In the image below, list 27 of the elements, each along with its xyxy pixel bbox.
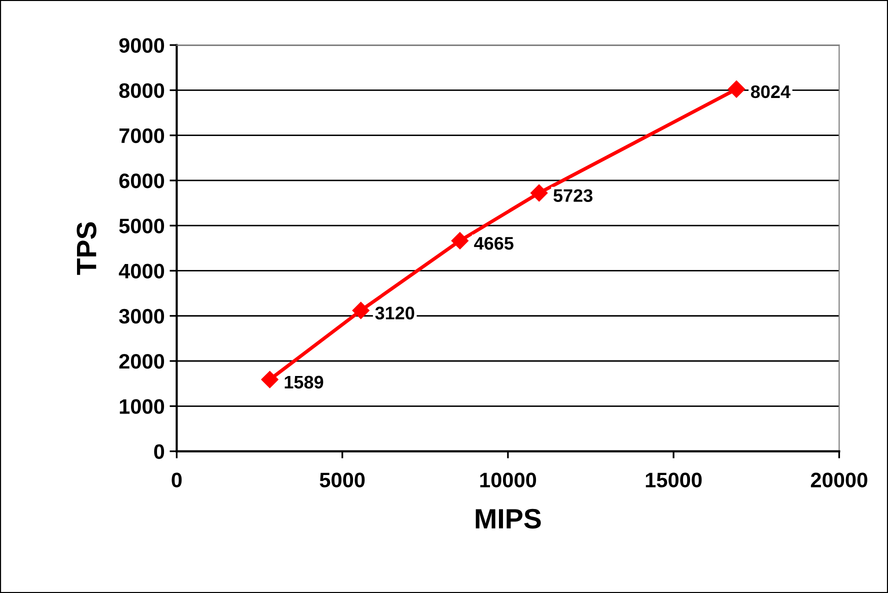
x-tick-label: 15000 — [646, 472, 702, 488]
y-tick-label: 9000 — [119, 38, 164, 53]
x-tick-label: 20000 — [810, 472, 868, 488]
x-tick-label: 10000 — [480, 472, 536, 488]
y-tick-label: 5000 — [119, 218, 164, 234]
y-tick-label: 7000 — [119, 128, 164, 144]
point — [530, 184, 548, 202]
data-label: 8024 — [750, 85, 790, 98]
point — [451, 232, 468, 250]
x-axis-title: MIPS — [476, 508, 541, 529]
y-tick-label: 2000 — [119, 354, 164, 369]
y-tick-label: 8000 — [119, 83, 164, 98]
y-tick-label: 4000 — [118, 264, 164, 278]
y-axis-title: TPS — [76, 222, 96, 275]
data-label: 5723 — [554, 189, 592, 202]
x-tick-label: 5000 — [320, 472, 365, 488]
point — [352, 302, 370, 320]
y-tick-label: 3000 — [119, 308, 164, 324]
data-label: 4665 — [474, 236, 514, 250]
point — [728, 80, 746, 98]
data-label: 1589 — [284, 376, 324, 389]
y-tick-label: 6000 — [119, 173, 164, 188]
y-tick-label: 1000 — [120, 399, 164, 414]
x-tick-label: 0 — [172, 472, 182, 488]
point — [261, 371, 278, 388]
y-tick-label: 0 — [154, 444, 164, 460]
data-label: 3120 — [375, 306, 414, 320]
